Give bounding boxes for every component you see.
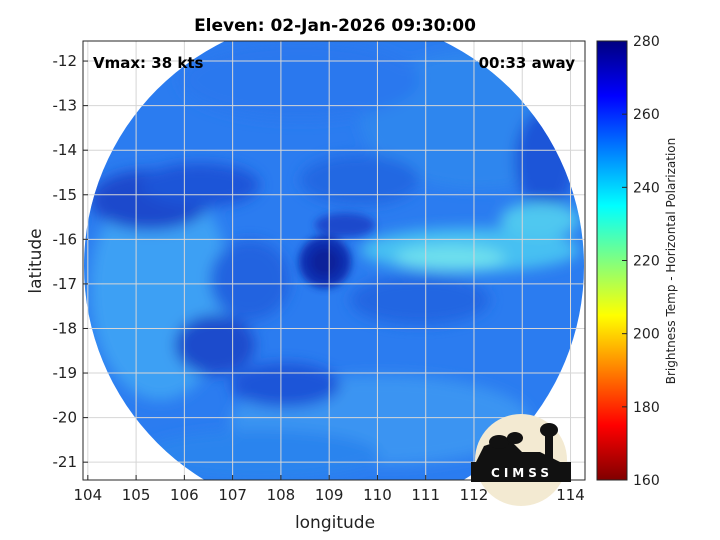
chart-title: Eleven: 02-Jan-2026 09:30:00	[194, 16, 476, 36]
colorbar-ticks: 280 260 240 220 200 180 160	[622, 34, 660, 489]
x-tick-label: 111	[411, 486, 440, 504]
y-tick-label: -12	[53, 52, 78, 70]
x-tick-label: 108	[267, 486, 296, 504]
x-tick-label: 112	[460, 486, 489, 504]
x-axis-ticks: 104105106107108109110111112113114	[74, 475, 585, 504]
grid-lines	[83, 41, 585, 480]
y-tick-label: -16	[53, 230, 78, 248]
y-tick-label: -15	[53, 186, 78, 204]
y-tick-label: -21	[53, 453, 78, 471]
x-tick-label: 106	[170, 486, 199, 504]
y-tick-label: -19	[53, 364, 78, 382]
x-tick-label: 104	[74, 486, 103, 504]
y-tick-label: -14	[53, 141, 78, 159]
x-tick-label: 109	[315, 486, 344, 504]
y-axis-label: latitude	[26, 228, 46, 293]
brightness-temp-swath	[84, 41, 584, 480]
y-tick-label: -17	[53, 275, 78, 293]
colorbar-tick-label: 240	[633, 180, 660, 196]
axes-frame	[82, 40, 586, 481]
colorbar-tick-label: 180	[633, 400, 660, 416]
time-away-label: 00:33 away	[479, 54, 576, 72]
y-tick-label: -20	[53, 409, 78, 427]
colorbar-tick-label: 160	[633, 473, 660, 489]
x-tick-label: 107	[218, 486, 247, 504]
vmax-label: Vmax: 38 kts	[93, 54, 203, 72]
x-tick-label: 110	[363, 486, 392, 504]
y-axis-ticks: -12 -13 -14 -15 -16 -17 -18 -19 -20 -21	[53, 52, 88, 471]
x-tick-label: 105	[122, 486, 151, 504]
colorbar-tick-label: 220	[633, 254, 660, 270]
cimss-logo: CIMSS	[471, 414, 571, 506]
x-tick-label: 114	[556, 486, 585, 504]
colorbar-tick-label: 260	[633, 107, 660, 123]
x-axis-label: longitude	[295, 513, 375, 533]
y-tick-label: -13	[53, 97, 78, 115]
colorbar-tick-label: 200	[633, 327, 660, 343]
colorbar-label: Brightness Temp - Horizontal Polarizatio…	[664, 138, 678, 385]
y-tick-label: -18	[53, 319, 78, 337]
colorbar-tick-label: 280	[633, 34, 660, 50]
cimss-logo-text: CIMSS	[491, 466, 553, 480]
